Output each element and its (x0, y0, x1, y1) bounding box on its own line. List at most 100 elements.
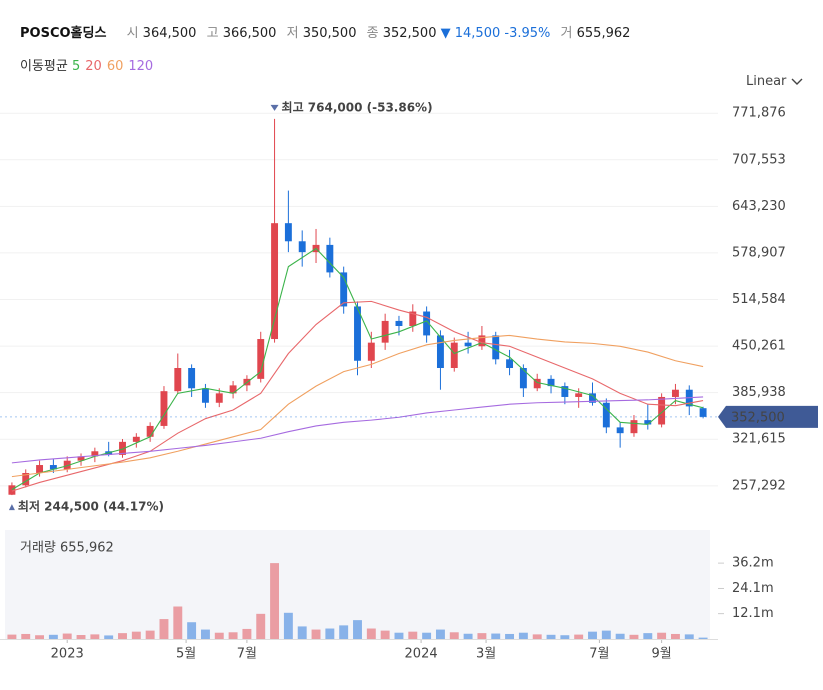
candle-body (616, 427, 624, 434)
volume-bar (187, 622, 197, 639)
x-tick-label: 7월 (589, 647, 609, 662)
volume-bar (283, 612, 293, 639)
value: 352,500 (382, 26, 437, 41)
candle-body (36, 465, 44, 473)
ma-line (11, 396, 704, 464)
y-tick-label: 514,584 (732, 292, 786, 307)
high-marker (270, 104, 279, 111)
volume-bar (408, 631, 418, 639)
x-tick-label: 2024 (405, 647, 438, 662)
volume-bar (698, 637, 708, 639)
candle-body (354, 306, 361, 361)
volume-bar (394, 632, 404, 639)
candle-body (450, 342, 458, 368)
candle-body (423, 311, 431, 336)
candle-body (644, 420, 652, 425)
y-tick-label: 321,615 (732, 432, 786, 447)
volume-bar (532, 634, 542, 639)
volume-bar (159, 619, 169, 639)
value: 655,962 (576, 26, 631, 41)
legend-item: 20 (85, 59, 102, 74)
candle-body (464, 342, 472, 347)
volume-bar (353, 620, 362, 639)
candle-body (91, 451, 99, 457)
v-tick-label: 36.2m (732, 556, 774, 571)
candle-body (367, 342, 375, 361)
value: 350,500 (302, 26, 357, 41)
volume-bar (518, 632, 528, 639)
volume-bar (643, 633, 653, 639)
y-tick-label: 450,261 (732, 339, 786, 354)
price-tag-label: 352,500 (731, 410, 785, 425)
value: 364,500 (142, 26, 197, 41)
candle-body (630, 420, 638, 434)
volume-bar (505, 633, 515, 639)
candle-body (174, 368, 182, 392)
legend-title: 이동평균 (20, 59, 68, 74)
volume-bar (118, 633, 127, 639)
volume-bar (7, 634, 17, 639)
candle-body (271, 223, 279, 340)
ma-line (11, 247, 704, 491)
candle-body (492, 335, 500, 360)
volume-bar (629, 634, 639, 639)
volume-bar (214, 632, 224, 639)
low-label: 최저 244,500 (44.17%) (18, 499, 164, 514)
candle-body (699, 408, 707, 417)
volume-bar (463, 633, 473, 639)
y-tick-label: 578,907 (732, 245, 786, 260)
volume-bar (546, 634, 556, 639)
ma-legend: 이동평균 5 20 60 120 (20, 55, 158, 74)
volume-bar (574, 634, 584, 639)
y-tick-label: 643,230 (732, 199, 786, 214)
candle-body (519, 368, 527, 389)
candle-body (22, 473, 30, 486)
scale-toggle[interactable]: Linear (746, 74, 803, 89)
volume-bar (270, 563, 280, 639)
y-tick-label: 257,292 (732, 478, 786, 493)
candle-body (63, 460, 71, 470)
candle-body (284, 223, 292, 242)
candle-body (658, 396, 666, 425)
volume-bar (588, 631, 597, 639)
candle-body (215, 393, 223, 403)
stock-name: POSCO홀딩스 (20, 26, 107, 41)
low-marker (8, 504, 15, 511)
legend-item: 5 (71, 59, 81, 74)
volume-bar (366, 628, 376, 639)
volume-bar (670, 633, 680, 639)
volume-bar (48, 634, 58, 639)
candle-body (436, 335, 444, 368)
volume-bar (449, 632, 459, 639)
candle-body (575, 393, 583, 397)
candle-body (146, 425, 154, 437)
volume-bar (311, 629, 321, 639)
legend-items: 5 20 60 120 (72, 59, 158, 74)
x-tick-label: 2023 (51, 647, 84, 662)
candle-body (257, 339, 265, 379)
candle-body (160, 391, 168, 426)
volume-bar (684, 634, 694, 639)
volume-bar (297, 626, 307, 639)
scale-mode[interactable]: Linear (746, 74, 787, 89)
legend-item: 120 (128, 59, 154, 74)
y-tick-label: 771,876 (732, 106, 786, 121)
volume-bar (228, 632, 238, 639)
volume-bar (615, 633, 625, 639)
candle-body (298, 241, 306, 253)
volume-bar (35, 635, 45, 639)
candle-body (188, 368, 196, 389)
change: ▼ 14,500 (440, 26, 501, 41)
candle-body (506, 359, 514, 368)
candle-body (409, 311, 417, 326)
candle-body (602, 402, 610, 428)
v-tick-label: 12.1m (732, 606, 774, 621)
x-tick-label: 7월 (237, 647, 257, 662)
volume-bar (339, 625, 349, 639)
chevron (791, 78, 803, 85)
volume-bar (477, 633, 487, 639)
y-tick-label: 385,938 (732, 385, 786, 400)
volume-bar (145, 630, 155, 639)
ma-line (11, 334, 704, 478)
